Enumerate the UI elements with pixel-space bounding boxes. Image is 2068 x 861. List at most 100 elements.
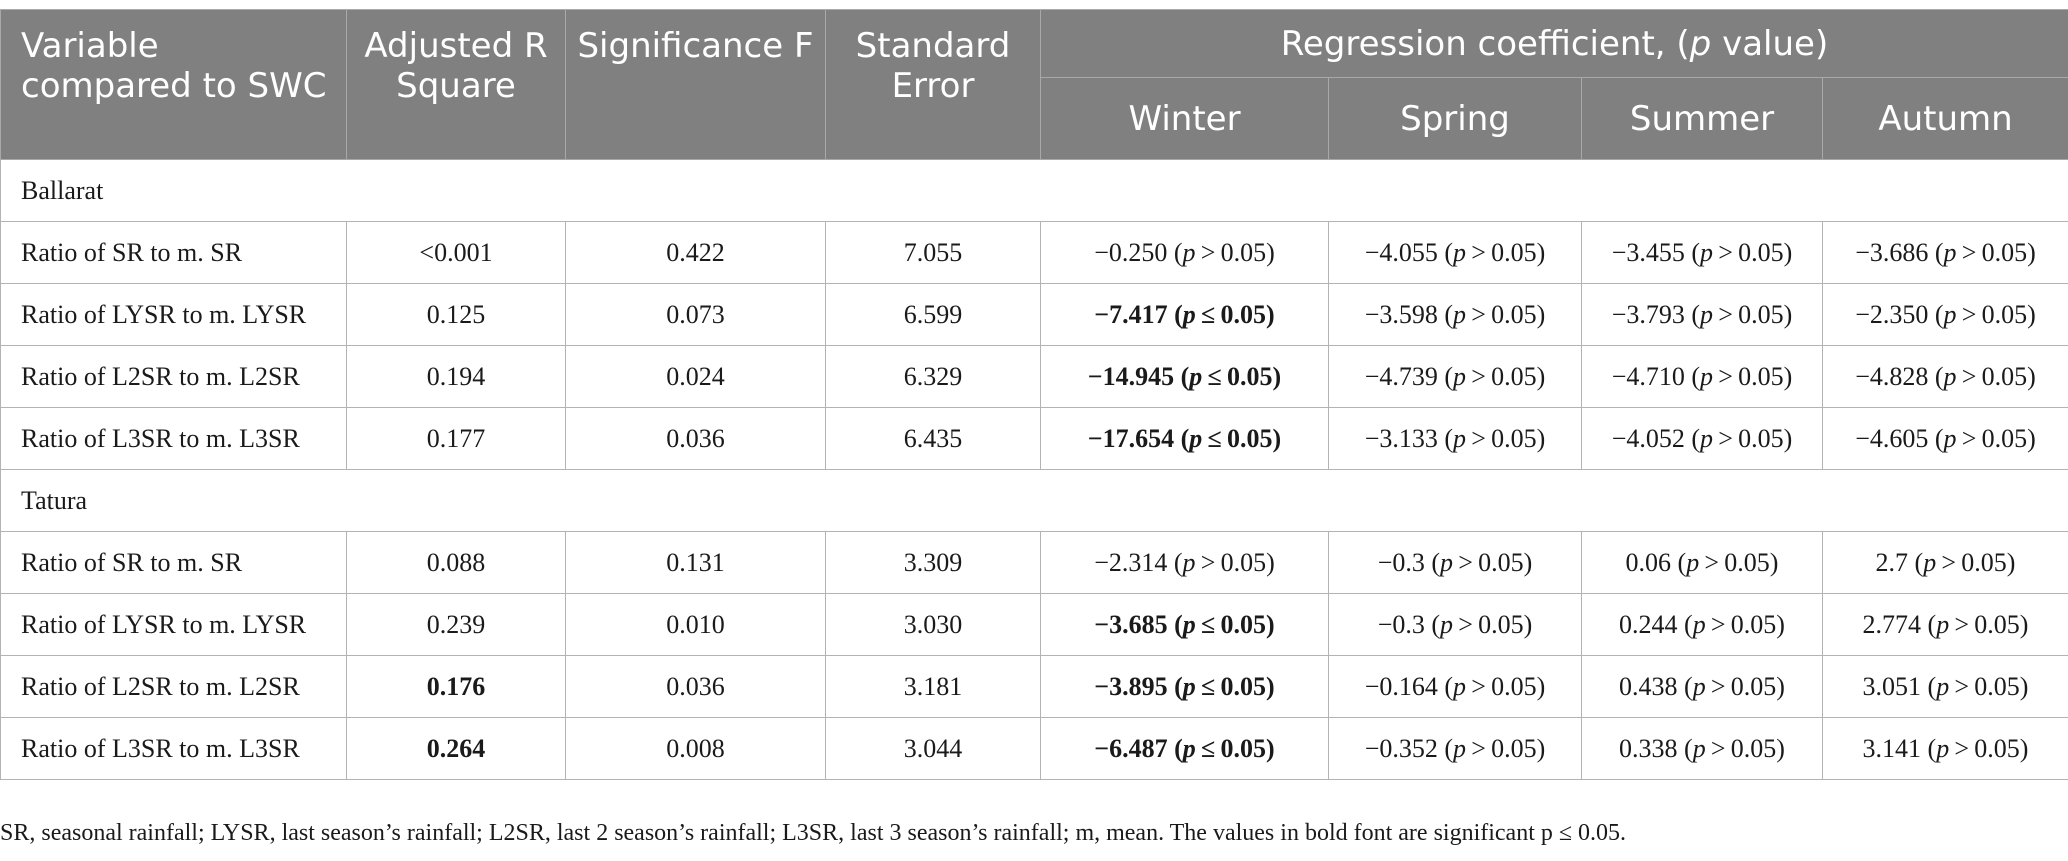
p-relation: > xyxy=(1954,733,1970,763)
cell-coef-summer: −3.455 (p > 0.05) xyxy=(1581,221,1823,284)
cell-adjusted-r-square: 0.264 xyxy=(346,717,566,780)
cell-coef-summer: −3.793 (p > 0.05) xyxy=(1581,283,1823,346)
cell-coef-autumn: −2.350 (p > 0.05) xyxy=(1822,283,2068,346)
table-row: Ratio of LYSR to m. LYSR 0.239 0.010 3.030−… xyxy=(0,593,2068,656)
col-header-variable: Variable compared to SWC xyxy=(0,9,347,160)
coef-value: 0.338 xyxy=(1619,733,1678,763)
p-relation: > xyxy=(1961,361,1977,391)
section-label: Tatura xyxy=(0,469,2068,532)
p-relation: > xyxy=(1458,547,1473,577)
coef-value: −17.654 xyxy=(1087,423,1175,453)
table-row: Ratio of L3SR to m. L3SR 0.264 0.008 3.044−… xyxy=(0,717,2068,780)
row-label: Ratio of L2SR to m. L2SR xyxy=(0,655,347,718)
p-relation: > xyxy=(1200,237,1216,267)
cell-significance-f: 0.073 xyxy=(565,283,826,346)
row-label: Ratio of L2SR to m. L2SR xyxy=(0,345,347,408)
cell-coef-summer: 0.06 (p > 0.05) xyxy=(1581,531,1823,594)
cell-standard-error: 3.030 xyxy=(825,593,1041,656)
coef-value: 2.7 xyxy=(1875,547,1909,577)
cell-standard-error: 7.055 xyxy=(825,221,1041,284)
table-row: Ratio of L2SR to m. L2SR 0.194 0.024 6.329−… xyxy=(0,345,2068,408)
cell-coef-spring: −0.3 (p > 0.05) xyxy=(1328,531,1582,594)
table-row: Ratio of L3SR to m. L3SR 0.177 0.036 6.435−… xyxy=(0,407,2068,470)
p-relation: > xyxy=(1471,733,1486,763)
coef-value: −14.945 xyxy=(1087,361,1175,391)
p-relation: > xyxy=(1458,609,1473,639)
p-relation: > xyxy=(1718,361,1733,391)
coef-value: 3.141 xyxy=(1862,733,1922,763)
col-header-standard-error: Standard Error xyxy=(825,9,1041,160)
p-relation: > xyxy=(1471,423,1486,453)
p-relation: > xyxy=(1941,547,1957,577)
p-relation: > xyxy=(1200,547,1216,577)
cell-coef-autumn: 3.051 (p > 0.05) xyxy=(1822,655,2068,718)
p-relation: ≤ xyxy=(1201,671,1216,701)
row-label: Ratio of SR to m. SR xyxy=(0,531,347,594)
p-relation: > xyxy=(1718,423,1733,453)
coef-value: −0.352 xyxy=(1364,733,1438,763)
cell-standard-error: 6.599 xyxy=(825,283,1041,346)
col-header-winter: Winter xyxy=(1040,77,1329,160)
coef-value: −0.250 xyxy=(1094,237,1168,267)
table-footnote: SR, seasonal rainfall; LYSR, last season… xyxy=(0,820,1627,846)
cell-coef-winter: −3.895 (p ≤ 0.05) xyxy=(1040,655,1329,718)
cell-adjusted-r-square: 0.177 xyxy=(346,407,566,470)
row-label: Ratio of LYSR to m. LYSR xyxy=(0,283,347,346)
p-relation: > xyxy=(1954,671,1970,701)
cell-coef-summer: 0.244 (p > 0.05) xyxy=(1581,593,1823,656)
cell-coef-winter: −14.945 (p ≤ 0.05) xyxy=(1040,345,1329,408)
coef-value: 0.06 xyxy=(1625,547,1672,577)
row-label: Ratio of SR to m. SR xyxy=(0,221,347,284)
coef-value: 3.051 xyxy=(1862,671,1922,701)
cell-adjusted-r-square: 0.176 xyxy=(346,655,566,718)
cell-coef-autumn: 3.141 (p > 0.05) xyxy=(1822,717,2068,780)
p-relation: > xyxy=(1718,299,1733,329)
cell-adjusted-r-square: 0.125 xyxy=(346,283,566,346)
cell-coef-spring: −3.133 (p > 0.05) xyxy=(1328,407,1582,470)
coef-value: 0.244 xyxy=(1619,609,1678,639)
cell-significance-f: 0.422 xyxy=(565,221,826,284)
coef-value: −0.3 xyxy=(1377,609,1425,639)
col-header-significance-f: Significance F xyxy=(565,9,826,160)
cell-coef-winter: −6.487 (p ≤ 0.05) xyxy=(1040,717,1329,780)
coef-value: −3.686 xyxy=(1855,237,1929,267)
p-relation: > xyxy=(1954,609,1970,639)
section-row: Ballarat xyxy=(0,159,2068,222)
row-label: Ratio of L3SR to m. L3SR xyxy=(0,717,347,780)
p-relation: > xyxy=(1471,237,1486,267)
col-header-adjusted-r-square: Adjusted R Square xyxy=(346,9,566,160)
cell-adjusted-r-square: <0.001 xyxy=(346,221,566,284)
coef-value: −4.052 xyxy=(1611,423,1685,453)
cell-coef-winter: −7.417 (p ≤ 0.05) xyxy=(1040,283,1329,346)
p-relation: > xyxy=(1961,423,1977,453)
p-relation: > xyxy=(1471,671,1486,701)
cell-coef-autumn: 2.7 (p > 0.05) xyxy=(1822,531,2068,594)
coef-value: −4.739 xyxy=(1364,361,1438,391)
table-row: Ratio of SR to m. SR 0.088 0.131 3.309 −2.31… xyxy=(0,531,2068,594)
cell-coef-summer: 0.438 (p > 0.05) xyxy=(1581,655,1823,718)
coef-value: −7.417 xyxy=(1094,299,1168,329)
coef-value: −3.895 xyxy=(1094,671,1168,701)
cell-coef-autumn: −4.605 (p > 0.05) xyxy=(1822,407,2068,470)
cell-coef-summer: −4.710 (p > 0.05) xyxy=(1581,345,1823,408)
cell-coef-spring: −0.3 (p > 0.05) xyxy=(1328,593,1582,656)
row-label: Ratio of L3SR to m. L3SR xyxy=(0,407,347,470)
table-row: Ratio of SR to m. SR <0.001 0.422 7.055 −0.2… xyxy=(0,221,2068,284)
cell-adjusted-r-square: 0.088 xyxy=(346,531,566,594)
coef-value: −3.133 xyxy=(1364,423,1438,453)
col-header-autumn: Autumn xyxy=(1822,77,2068,160)
coef-value: −4.710 xyxy=(1611,361,1685,391)
cell-significance-f: 0.010 xyxy=(565,593,826,656)
col-header-spring: Spring xyxy=(1328,77,1582,160)
cell-coef-autumn: −4.828 (p > 0.05) xyxy=(1822,345,2068,408)
table-body: Ballarat Ratio of SR to m. SR <0.001 0.422 7… xyxy=(0,159,2068,780)
p-relation: ≤ xyxy=(1201,609,1216,639)
col-header-summer: Summer xyxy=(1581,77,1823,160)
p-relation: > xyxy=(1704,547,1720,577)
cell-coef-summer: −4.052 (p > 0.05) xyxy=(1581,407,1823,470)
regression-table: Variable compared to SWC Adjusted R Squa… xyxy=(0,9,2068,780)
p-relation: > xyxy=(1961,299,1977,329)
coef-value: −4.055 xyxy=(1364,237,1438,267)
cell-coef-spring: −0.352 (p > 0.05) xyxy=(1328,717,1582,780)
coef-value: −4.605 xyxy=(1855,423,1929,453)
